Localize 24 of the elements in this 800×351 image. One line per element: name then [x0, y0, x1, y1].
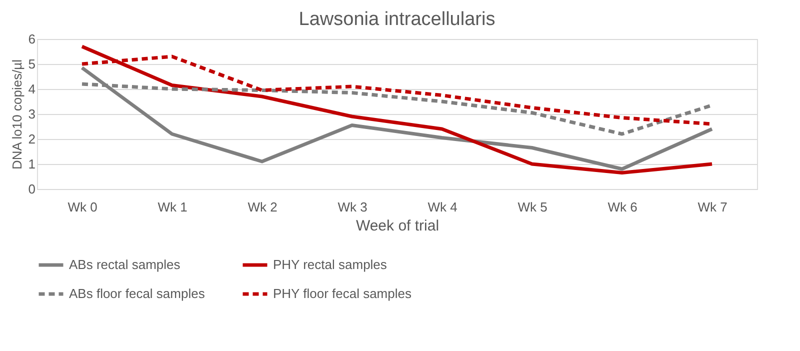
legend-label: ABs floor fecal samples: [69, 286, 206, 301]
y-tick-label: 4: [28, 82, 36, 96]
legend-label: PHY rectal samples: [273, 257, 388, 272]
line-series: [80, 44, 714, 174]
legend-label: PHY floor fecal samples: [273, 286, 412, 301]
y-tick-label: 5: [28, 56, 36, 72]
x-tick-label: Wk 4: [428, 200, 458, 214]
x-tick-label: Wk 5: [518, 200, 548, 214]
legend-label: ABs rectal samples: [69, 257, 181, 272]
x-tick-label: Wk 6: [608, 200, 638, 214]
chart-title: Lawsonia intracellularis: [298, 9, 496, 30]
y-tick-label: 2: [28, 132, 36, 146]
x-tick-label: Wk 7: [698, 200, 728, 214]
y-tick-label: 0: [28, 182, 36, 196]
x-tick-label: Wk 3: [338, 200, 368, 214]
y-axis-title: DNA lo10 copies/µl: [9, 59, 24, 170]
line-series: [80, 66, 714, 171]
x-tick-label: Wk 2: [248, 200, 278, 214]
x-axis-title: Week of trial: [356, 218, 440, 234]
y-tick-label: 3: [28, 106, 36, 122]
y-tick-label: 6: [28, 32, 36, 46]
x-tick-label: Wk 1: [158, 200, 188, 214]
x-tick-label: Wk 0: [68, 200, 98, 214]
y-tick-label: 1: [28, 156, 36, 172]
